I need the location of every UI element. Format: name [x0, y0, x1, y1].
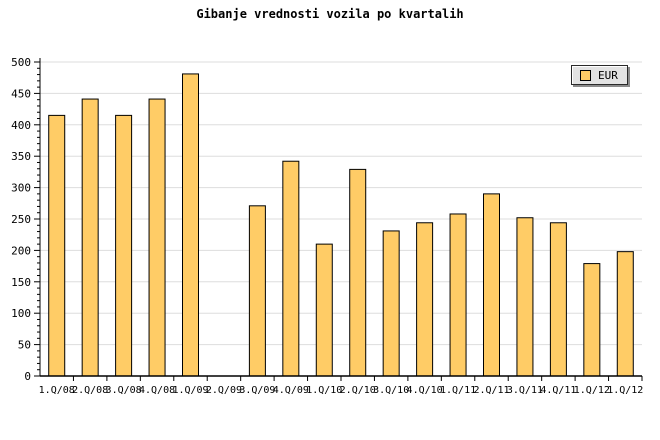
bar: [449, 213, 467, 377]
x-axis-label: 2.Q/08: [72, 385, 108, 396]
y-axis-label: 150: [11, 276, 31, 289]
bar: [349, 168, 367, 377]
x-axis-label: 4.Q/11: [540, 385, 576, 396]
x-axis-label: 1.Q/08: [39, 385, 75, 396]
x-axis-label: 1.Q/10: [306, 385, 342, 396]
y-axis-label: 0: [24, 370, 31, 383]
bar: [315, 243, 333, 377]
y-axis-label: 250: [11, 213, 31, 226]
bar: [616, 251, 634, 377]
x-axis-label: 2.Q/09: [206, 385, 242, 396]
x-axis-label: 4.Q/10: [407, 385, 443, 396]
bar: [416, 222, 434, 377]
x-axis-label: 3.Q/09: [239, 385, 275, 396]
bar: [483, 193, 500, 377]
y-axis-label: 450: [11, 87, 31, 100]
bar: [282, 160, 300, 377]
y-axis-label: 350: [11, 150, 31, 163]
bar: [382, 230, 400, 377]
y-axis-label: 400: [11, 119, 31, 132]
x-axis-label: 3.Q/11: [507, 385, 543, 396]
x-axis-label: 4.Q/08: [139, 385, 175, 396]
bar: [148, 98, 166, 377]
x-axis-label: 3.Q/08: [106, 385, 142, 396]
legend-box: EUR: [571, 65, 628, 85]
y-axis-label: 50: [18, 339, 31, 352]
bar: [583, 263, 601, 377]
chart-title: Gibanje vrednosti vozila po kvartalih: [196, 7, 464, 21]
y-axis-label: 200: [11, 244, 31, 257]
y-axis-label: 100: [11, 307, 31, 320]
x-axis-label: 4.Q/09: [273, 385, 309, 396]
y-axis-label: 500: [11, 56, 31, 69]
bar: [182, 73, 199, 377]
x-axis-label: 1.Q/12: [574, 385, 610, 396]
bar: [115, 114, 133, 377]
bar: [516, 217, 534, 377]
legend-label-eur: EUR: [598, 68, 618, 82]
legend-swatch-eur: [580, 69, 591, 81]
x-axis-label: 2.Q/10: [340, 385, 376, 396]
bar: [48, 114, 66, 377]
y-axis-label: 300: [11, 182, 31, 195]
x-axis-label: 2.Q/11: [473, 385, 509, 396]
x-axis-label: 1.Q/09: [172, 385, 208, 396]
x-axis-label: 3.Q/10: [373, 385, 409, 396]
x-axis-label: 1.Q/11: [440, 385, 476, 396]
bar: [248, 205, 266, 377]
x-axis-label: 1.Q/12: [607, 385, 643, 396]
bar: [81, 98, 99, 377]
bar: [549, 222, 567, 377]
